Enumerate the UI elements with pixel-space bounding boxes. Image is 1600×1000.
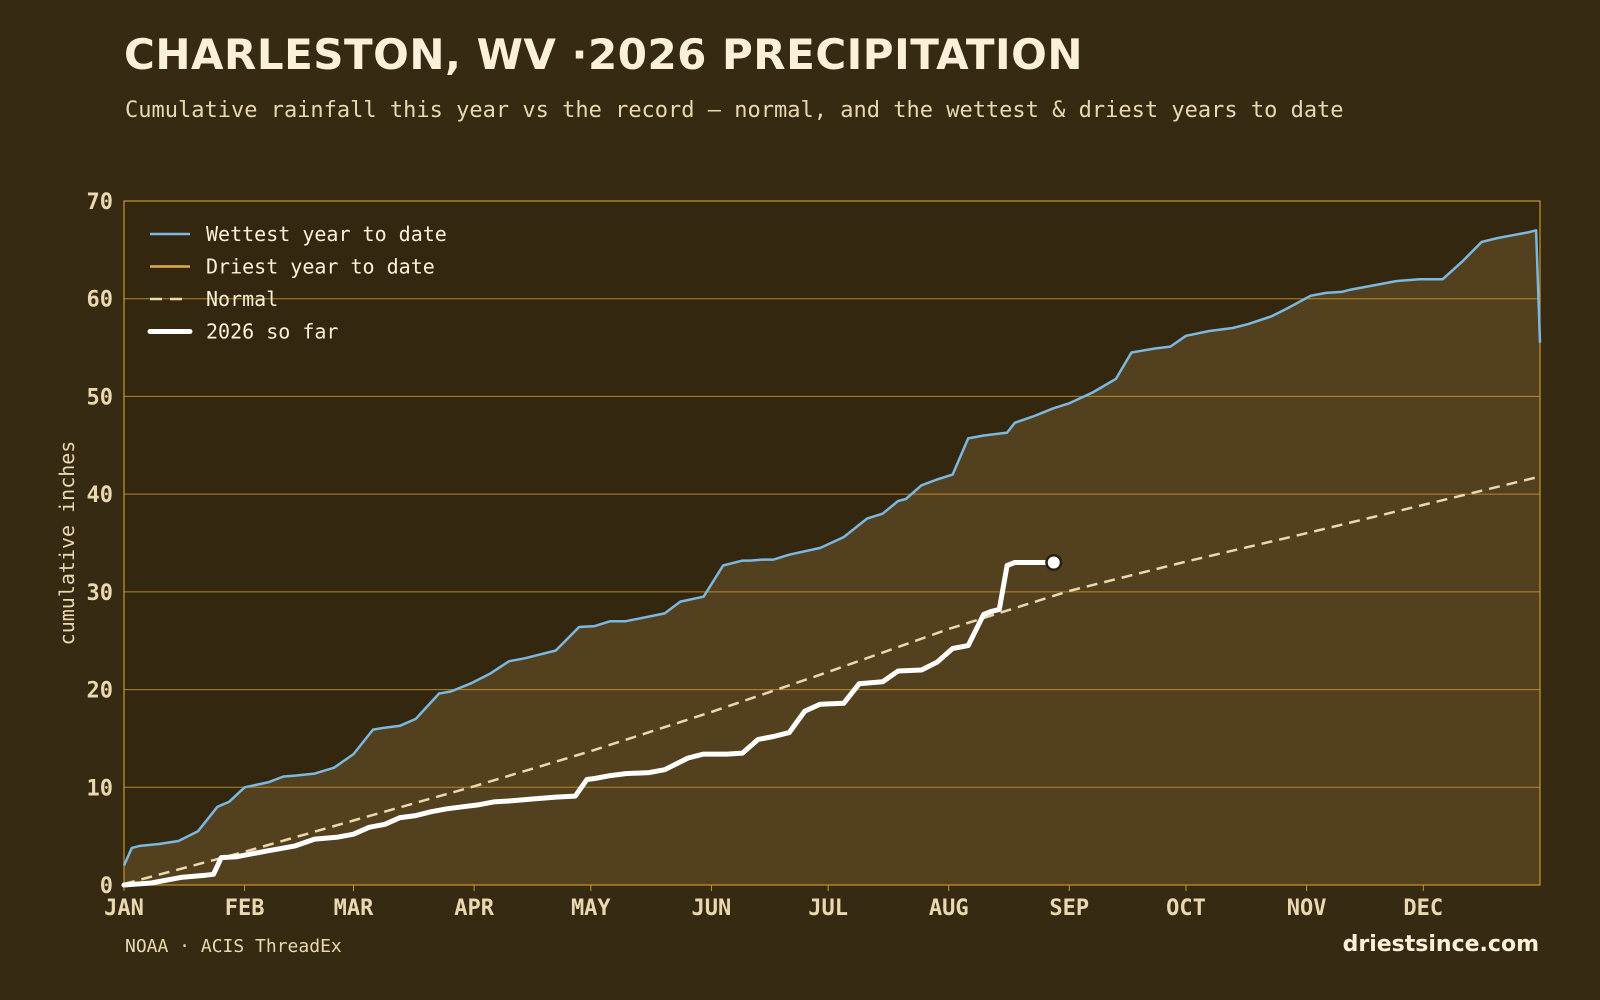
record-range-band	[124, 230, 1540, 886]
brand-label: driestsince.com	[1342, 932, 1539, 957]
legend: Wettest year to date Driest year to date N…	[147, 222, 447, 344]
series-line-normal	[123, 476, 1541, 886]
legend-label-current: 2026 so far	[206, 320, 338, 344]
x-tick-label: SEP	[1049, 896, 1089, 921]
x-tick-label: JUL	[808, 896, 848, 921]
series-line-current	[121, 560, 1057, 888]
chart-subtitle: Cumulative rainfall this year vs the rec…	[125, 98, 1344, 123]
legend-label-normal: Normal	[206, 287, 278, 311]
x-tick-label: NOV	[1287, 896, 1327, 921]
y-tick-label: 0	[100, 874, 113, 899]
x-tick-label: DEC	[1403, 896, 1443, 921]
y-axis-label: cumulative inches	[55, 441, 79, 646]
y-tick-label: 50	[87, 385, 114, 410]
plot-frame	[123, 200, 1541, 886]
chart-title: CHARLESTON, WV ·2026 PRECIPITATION	[124, 30, 1083, 79]
x-tick-label: OCT	[1166, 896, 1206, 921]
x-tick-label: MAY	[571, 896, 611, 921]
legend-label-driest: Driest year to date	[206, 255, 435, 279]
y-tick-label: 20	[87, 679, 114, 704]
data-source-label: NOAA · ACIS ThreadEx	[125, 936, 342, 957]
x-tick-label: JUN	[692, 896, 732, 921]
y-tick-label: 30	[87, 581, 114, 606]
x-tick-label: JAN	[104, 896, 144, 921]
current-endpoint-marker	[1047, 556, 1060, 569]
series-line-wettest	[122, 229, 1542, 867]
x-tick-label: MAR	[334, 896, 374, 921]
y-tick-label: 60	[87, 288, 114, 313]
x-tick-label: FEB	[225, 896, 265, 921]
x-tick-label: AUG	[929, 896, 969, 921]
x-tick-label: APR	[454, 896, 494, 921]
y-tick-label: 10	[87, 776, 114, 801]
y-tick-label: 70	[87, 190, 114, 215]
legend-label-wettest: Wettest year to date	[206, 222, 447, 246]
y-tick-label: 40	[87, 483, 114, 508]
